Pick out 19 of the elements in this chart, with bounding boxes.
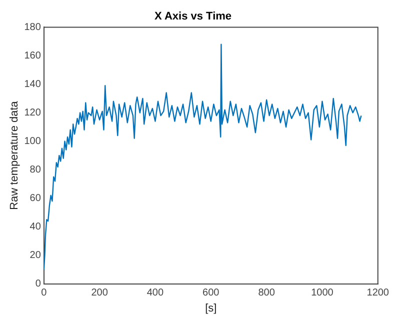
x-tick-label: 200 bbox=[91, 288, 108, 299]
y-axis-title: Raw temperature data bbox=[8, 100, 21, 210]
y-tick-label: 40 bbox=[30, 222, 42, 233]
y-tick-label: 180 bbox=[24, 22, 42, 33]
x-axis-title: [s] bbox=[205, 302, 217, 314]
x-tick-label: 600 bbox=[202, 288, 220, 299]
y-tick-label: 140 bbox=[24, 78, 42, 90]
y-tick-label: 80 bbox=[30, 164, 42, 176]
y-tick-label: 20 bbox=[30, 250, 42, 262]
y-tick-label: 160 bbox=[24, 50, 42, 62]
y-tick-label: 0 bbox=[35, 278, 42, 290]
y-tick-label: 100 bbox=[24, 136, 42, 147]
x-tick-label: 1000 bbox=[311, 288, 334, 299]
chart-title: X Axis vs Time bbox=[154, 10, 232, 23]
x-tick-label: 1200 bbox=[366, 288, 390, 299]
y-tick-label: 120 bbox=[24, 107, 42, 118]
y-tick-label: 60 bbox=[30, 193, 42, 204]
x-tick-label: 400 bbox=[146, 288, 164, 299]
x-tick-label: 800 bbox=[258, 288, 276, 299]
